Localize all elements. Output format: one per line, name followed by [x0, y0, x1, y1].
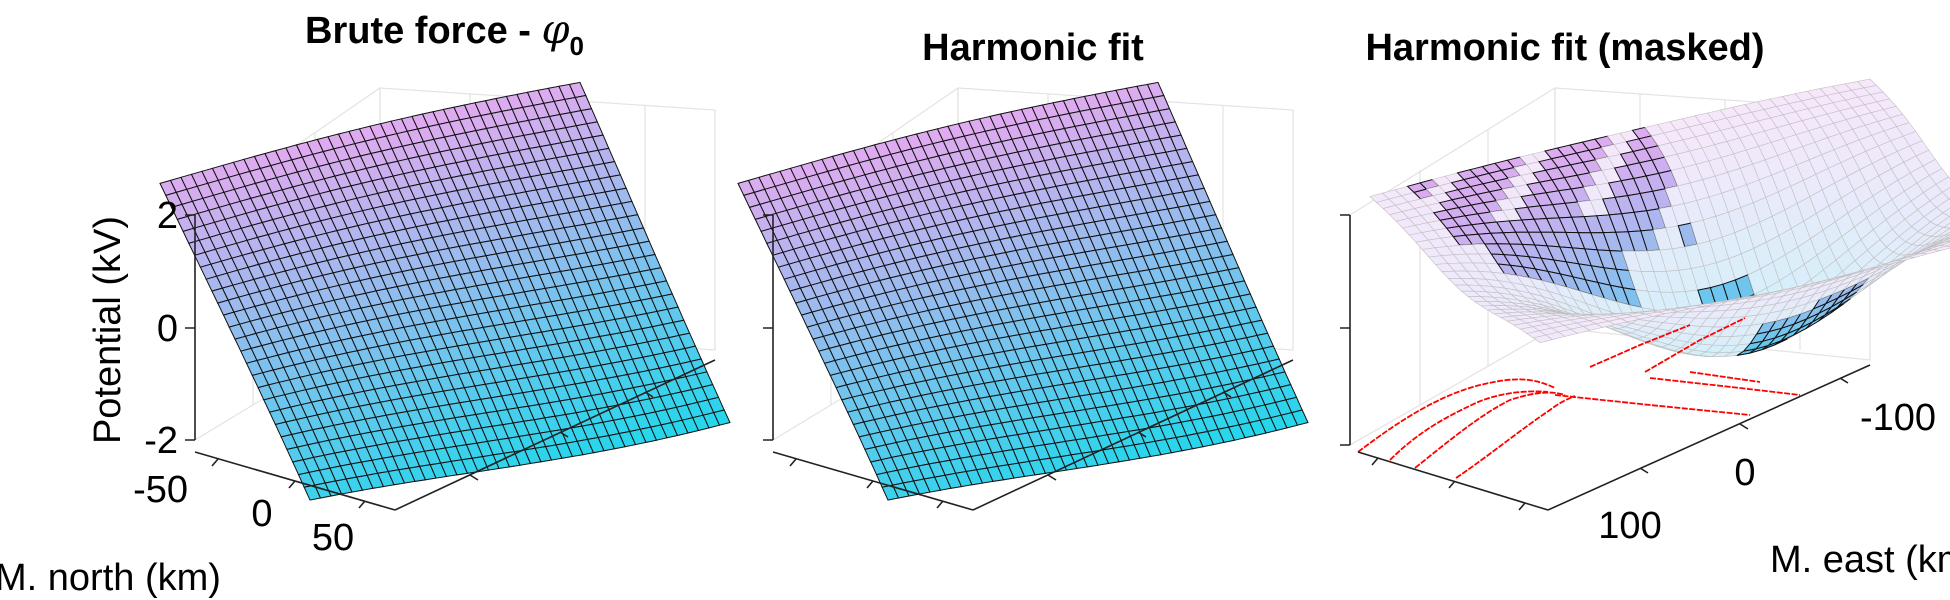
- surface-patch: [1290, 409, 1309, 426]
- trace-4: [1455, 395, 1576, 479]
- surface-patch: [1944, 244, 1950, 248]
- surface-patch: [1938, 234, 1950, 242]
- panel1-surface: [159, 81, 731, 501]
- surface-patch: [1930, 226, 1950, 237]
- trace-3: [1414, 391, 1566, 469]
- panel3-surface: [1369, 78, 1950, 357]
- panel3-title: Harmonic fit (masked): [1365, 27, 1764, 69]
- surface-patch: [1931, 234, 1950, 244]
- surface-patch: [1933, 245, 1950, 252]
- z-tick-minus2: -2: [144, 420, 178, 462]
- z-tick-0: 0: [157, 308, 178, 350]
- surface-patch: [1942, 207, 1950, 217]
- panel-harmonic-fit-masked: Harmonic fit (masked) -100 0 100 M. east…: [1340, 27, 1950, 581]
- trace-7: [1644, 317, 1746, 373]
- surface-patch: [1938, 238, 1950, 244]
- panel2-title: Harmonic fit: [922, 27, 1144, 69]
- trace-9: [1689, 371, 1761, 383]
- surface-patch: [1942, 222, 1950, 229]
- trace-5: [1554, 394, 1751, 416]
- north-tick-0: 0: [251, 493, 272, 535]
- surface-patch: [1935, 176, 1950, 193]
- east-tick-100: 100: [1598, 505, 1661, 547]
- surface-patch: [1939, 241, 1950, 247]
- panel-brute-force: Brute force - φ0 2 0 -2 -50 0 50 Potenti…: [0, 7, 731, 599]
- panel1-title: Brute force - φ0: [305, 7, 584, 61]
- panel-harmonic-fit: Harmonic fit: [737, 27, 1309, 511]
- surface-patch: [1936, 216, 1950, 228]
- trace-2: [1389, 390, 1549, 461]
- trace-6: [1589, 324, 1691, 368]
- panel2-axes: [763, 214, 1294, 511]
- east-tick-minus100: -100: [1860, 397, 1936, 439]
- trace-1: [1357, 378, 1556, 453]
- east-tick-0: 0: [1734, 452, 1755, 494]
- panel1-axes: [185, 214, 716, 511]
- panel3-axes: [1340, 214, 1871, 511]
- east-axis-label: M. east (km): [1770, 539, 1950, 581]
- surface-patch: [1932, 241, 1950, 247]
- surface-patch: [1937, 227, 1950, 237]
- north-tick-50: 50: [312, 517, 354, 559]
- surface-patch: [1935, 198, 1950, 214]
- surface-patch: [1944, 236, 1950, 240]
- north-axis-label: M. north (km): [0, 557, 221, 599]
- z-axis-label: Potential (kV): [87, 216, 129, 444]
- z-tick-2: 2: [157, 195, 178, 237]
- panel2-surface: [737, 81, 1309, 501]
- trace-8: [1649, 377, 1801, 396]
- surface-patch: [1944, 231, 1950, 236]
- panel3-traces: [1357, 317, 1801, 479]
- surface-patch: [1942, 187, 1950, 200]
- surface-patch: [712, 409, 731, 426]
- north-tick-minus50: -50: [133, 469, 188, 511]
